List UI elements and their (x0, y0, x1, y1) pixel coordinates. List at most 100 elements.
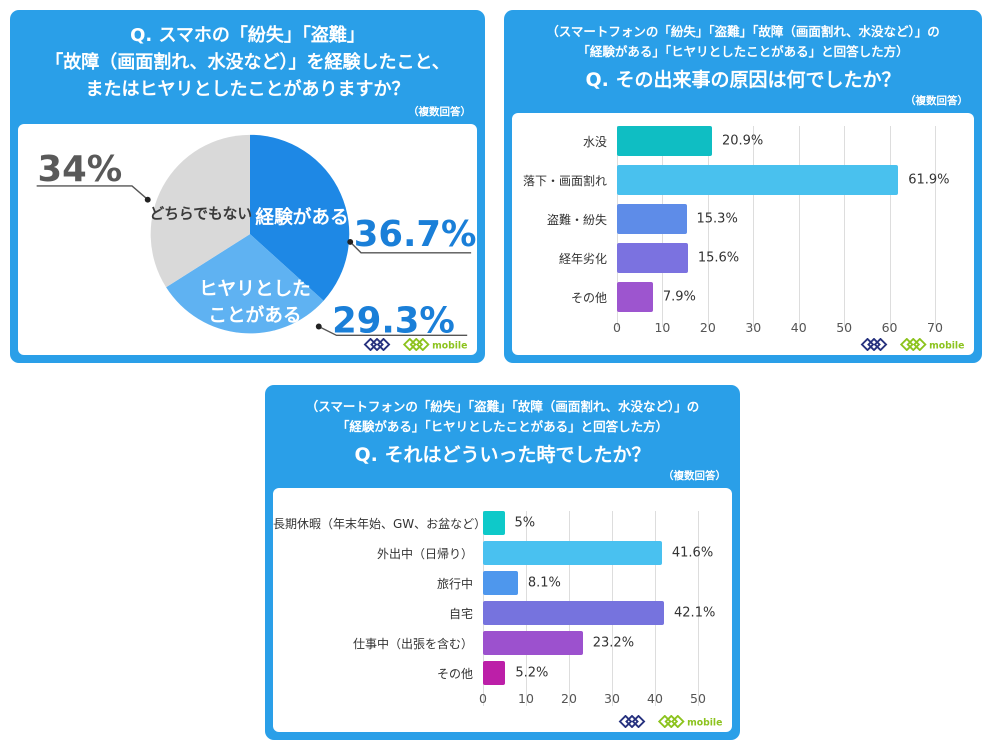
bar-value-label: 20.9% (721, 133, 764, 149)
bar-value-label: 15.3% (696, 211, 738, 227)
situation-bar-chart: 長期休暇（年末年始、GW、お盆など） 5% 外出中（日帰り） 41.6% (273, 488, 732, 732)
bar-at-home: 42.1% (483, 601, 715, 625)
panel3-title: （スマートフォンの「紛失」「盗難」「故障（画面割れ、水没など）」の 「経験がある… (265, 385, 740, 467)
panel-cause-question: （スマートフォンの「紛失」「盗難」「故障（画面割れ、水没など）」の 「経験がある… (504, 10, 982, 363)
panel1-title-line2: 「故障（画面割れ、水没など）」を経験したこと、 (45, 52, 450, 73)
bar-category-label: 旅行中 (436, 576, 473, 591)
panel2-question: Q. その出来事の原因は何でしたか？ (585, 69, 901, 91)
axis-tick-label: 20 (699, 320, 716, 335)
x-axis: 0 10 20 30 40 50 (479, 689, 706, 709)
axis-tick-label: 40 (647, 691, 663, 706)
gridline (935, 126, 936, 327)
bar-category-label: 盗難・紛失 (546, 212, 607, 227)
x-axis: 0 10 20 30 40 50 60 70 (613, 318, 943, 340)
svg-text:mobile: mobile (929, 341, 964, 351)
pie-slice-neither (150, 134, 250, 288)
pie-value-close-call: 29.3% (332, 300, 455, 341)
gridline (753, 126, 755, 327)
bar-water-damage: 20.9% (617, 126, 763, 156)
panel2-multi-answer-note: （複数回答） (905, 95, 968, 107)
gridline (844, 126, 846, 327)
panel-experience-question: Q. スマホの「紛失」「盗難」 「故障（画面割れ、水没など）」を経験したこと、 … (10, 10, 485, 363)
bar-value-label: 5.2% (515, 665, 549, 681)
bar-drop-screen-crack: 61.9% (617, 165, 950, 195)
bar-row: 仕事中（出張を含む） 23.2% (273, 631, 732, 655)
panel1-title-line3: またはヒヤリとしたことがありますか？ (85, 79, 410, 100)
bar-rows: 水没 20.9% 落下・画面割れ 61.9% (512, 126, 974, 312)
pie-leader-dot-neither (144, 196, 151, 203)
bar-row: 長期休暇（年末年始、GW、お盆など） 5% (273, 511, 732, 535)
pie-leader-dot-close-call (315, 323, 322, 330)
gridline (707, 126, 709, 327)
pie-label-close-call-line1: ヒヤリとした (199, 279, 311, 300)
geo-mobile-logo-icon: mobile (899, 338, 964, 351)
geo-logo-icon (618, 715, 646, 728)
bar-value-label: 42.1% (674, 605, 716, 621)
axis-tick-label: 40 (790, 320, 807, 335)
bar-row: 水没 20.9% (512, 126, 974, 156)
bar-track: 23.2% (483, 631, 698, 655)
panel1-title-line1: Q. スマホの「紛失」「盗難」 (130, 25, 365, 46)
axis-tick-label: 60 (881, 320, 898, 335)
pie-label-close-call-line2: ことがある (208, 305, 301, 327)
geo-logo-icon (860, 338, 888, 351)
bar-category-label: 落下・画面割れ (522, 173, 607, 188)
bar-theft-loss: 15.3% (617, 204, 738, 234)
axis-tick-label: 0 (479, 691, 487, 706)
panel3-chart-area: 長期休暇（年末年始、GW、お盆など） 5% 外出中（日帰り） 41.6% (273, 488, 732, 732)
bar-rows: 長期休暇（年末年始、GW、お盆など） 5% 外出中（日帰り） 41.6% (273, 511, 732, 685)
cause-bar-chart: 水没 20.9% 落下・画面割れ 61.9% (512, 113, 974, 355)
panel2-logos: mobile (859, 338, 964, 351)
bar-category-label: 外出中（日帰り） (376, 546, 473, 561)
gridline (889, 126, 891, 327)
bar-day-out: 41.6% (483, 541, 713, 565)
bar-category-label: 仕事中（出張を含む） (352, 636, 473, 651)
bar-track: 42.1% (483, 601, 715, 625)
bar-row: 落下・画面割れ 61.9% (512, 165, 974, 195)
bar-track: 8.1% (483, 571, 698, 595)
pie-value-experienced: 36.7% (354, 214, 477, 255)
bar-category-label: 水没 (582, 134, 607, 149)
bar-row: 外出中（日帰り） 41.6% (273, 541, 732, 565)
bar-row: 旅行中 8.1% (273, 571, 732, 595)
panel3-logos: mobile (617, 715, 722, 728)
panel2-title: （スマートフォンの「紛失」「盗難」「故障（画面割れ、水没など）」の 「経験がある… (504, 10, 982, 92)
bar-category-label: 経年劣化 (558, 251, 607, 266)
bar-track: 41.6% (483, 541, 713, 565)
panel2-subtitle-line1: （スマートフォンの「紛失」「盗難」「故障（画面割れ、水没など）」の (546, 24, 940, 39)
pie-slice-experienced (249, 134, 350, 301)
pie-leader-line-neither (36, 185, 148, 200)
pie-chart: 経験がある ヒヤリとした ことがある どちらでもない 34% 36.7% 29.… (36, 134, 477, 341)
bar-category-label: 長期休暇（年末年始、GW、お盆など） (273, 516, 487, 531)
bar-row: その他 7.9% (512, 282, 974, 312)
bar-row: その他 5.2% (273, 661, 732, 685)
axis-tick-label: 0 (613, 320, 621, 335)
pie-value-neither: 34% (38, 149, 123, 190)
geo-mobile-logo-icon: mobile (657, 715, 722, 728)
axis-tick-label: 10 (518, 691, 534, 706)
panel1-multi-answer-note: （複数回答） (408, 106, 471, 118)
panel1-chart-area: 経験がある ヒヤリとした ことがある どちらでもない 34% 36.7% 29.… (18, 124, 477, 355)
bar-value-label: 7.9% (662, 289, 696, 305)
axis-tick-label: 70 (927, 320, 943, 335)
pie-label-neither: どちらでもない (149, 205, 252, 222)
gridline (698, 511, 699, 706)
bar-track: 61.9% (617, 165, 950, 195)
axis-tick-label: 50 (836, 320, 853, 335)
bar-value-label: 8.1% (527, 575, 561, 591)
bar-at-work: 23.2% (483, 631, 634, 655)
geo-mobile-logo-icon: mobile (402, 338, 467, 351)
bar-row: 盗難・紛失 15.3% (512, 204, 974, 234)
svg-text:mobile: mobile (687, 718, 722, 728)
panel1-logos: mobile (362, 338, 467, 351)
svg-text:mobile: mobile (432, 341, 467, 351)
pie-slice-close-call (166, 234, 324, 334)
bar-value-label: 61.9% (908, 172, 950, 188)
bar-aging: 15.6% (617, 243, 739, 273)
geo-logo-icon (363, 338, 391, 351)
panel2-subtitle-line2: 「経験がある」「ヒヤリとしたことがある」と回答した方） (577, 44, 909, 59)
bar-track: 7.9% (617, 282, 935, 312)
bar-traveling: 8.1% (483, 571, 561, 595)
axis-tick-label: 10 (654, 320, 671, 335)
